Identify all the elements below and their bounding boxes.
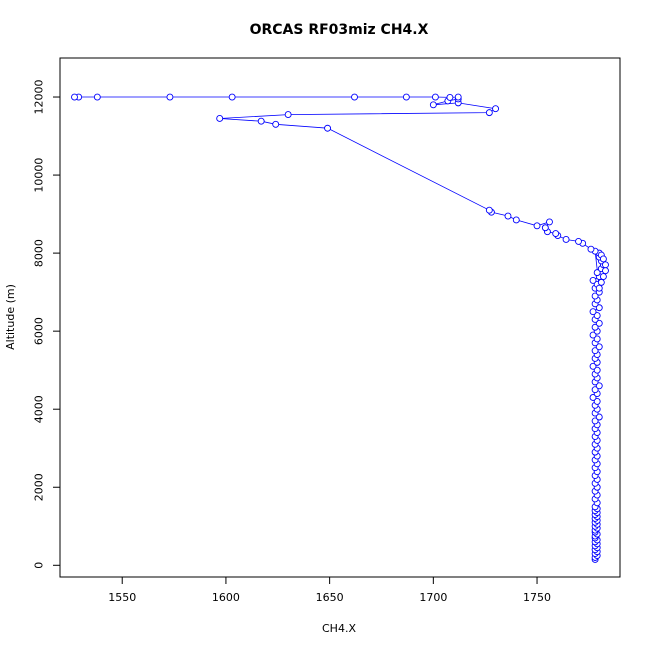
data-point [595,319,603,327]
data-point [216,115,224,122]
y-tick-label: 4000 [33,395,46,423]
y-tick-label: 12000 [32,80,45,115]
data-point [595,413,603,421]
y-tick-label: 6000 [33,317,46,345]
data-point [71,93,78,101]
data-point [595,304,603,312]
data-point [593,269,601,277]
data-point [589,394,597,401]
data-point [591,347,599,355]
data-point [587,245,595,253]
data-point [602,261,609,269]
data-point [552,230,560,238]
data-point [533,222,541,230]
data-point [485,206,493,214]
data-point [454,93,462,101]
x-tick-label: 1700 [419,591,447,604]
data-point [324,124,332,132]
data-point [492,105,500,113]
data-point [504,212,512,220]
x-tick-label: 1550 [108,591,136,604]
data-point [351,93,358,101]
x-tick-label: 1650 [316,591,344,604]
data-point [595,343,603,351]
data-point [429,101,437,109]
y-axis: 0 2000 4000 6000 8000 10000 12000 [32,80,61,569]
data-point [593,397,601,405]
data-point [541,224,549,232]
chart-title: ORCAS RF03miz CH4.X [250,22,429,38]
data-point [602,267,609,275]
data-point [402,93,410,101]
data-point [562,236,570,243]
data-point [591,323,599,331]
data-point [589,276,597,284]
series-layer [71,93,609,563]
data-point [589,331,597,339]
data-point [593,366,601,374]
y-tick-label: 2000 [33,473,46,501]
data-point [595,284,603,292]
data-point [512,216,520,224]
data-point [546,218,553,226]
plot-frame [59,57,621,578]
y-tick-label: 8000 [33,239,46,267]
data-point [166,93,174,101]
y-tick-label: 10000 [33,158,46,193]
data-point [228,93,236,101]
data-point [446,93,454,101]
data-point [284,111,292,119]
data-point [599,255,607,263]
data-point [575,237,582,245]
series-line [74,96,606,560]
data-point [591,417,599,425]
data-point [431,93,439,101]
data-point [591,292,599,300]
data-point [591,386,599,394]
x-axis-label: CH4.X [322,622,356,635]
data-point [595,382,603,390]
x-tick-label: 1750 [523,591,551,604]
x-axis: 1550 1600 1650 1700 1750 [108,576,551,604]
data-point [589,362,597,370]
data-point [599,273,607,280]
data-point [589,308,597,316]
x-tick-label: 1600 [212,591,240,604]
data-point [93,93,101,101]
y-axis-label: Altitude (m) [4,284,17,350]
data-point [485,109,493,117]
data-point [593,312,601,319]
data-point [272,120,280,128]
data-point [593,335,601,343]
y-tick-label: 0 [33,562,46,569]
data-point [257,117,265,125]
data-point [597,278,605,286]
